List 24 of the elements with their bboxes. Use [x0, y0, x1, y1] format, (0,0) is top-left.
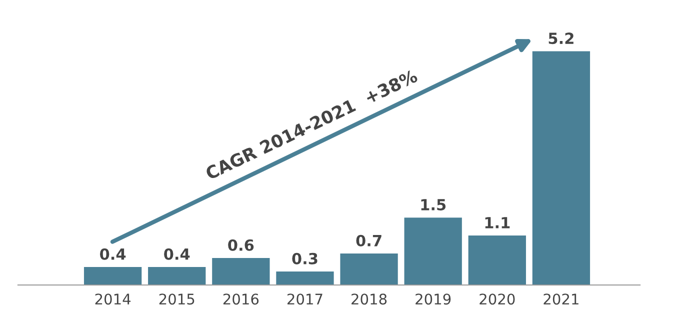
- x-tick-label: 2021: [544, 294, 578, 305]
- data-label: 0.4: [164, 248, 190, 260]
- data-label: 0.3: [292, 252, 318, 264]
- bar: [276, 272, 334, 285]
- x-tick-label: 2014: [95, 294, 131, 305]
- x-tick-label: 2019: [416, 294, 451, 305]
- bar: [404, 218, 462, 285]
- bar: [212, 258, 270, 285]
- x-tick-label: 2015: [159, 294, 194, 305]
- data-label: 1.5: [421, 199, 446, 210]
- data-label: 1.1: [485, 217, 510, 228]
- data-label: 0.6: [228, 239, 254, 251]
- bar: [468, 236, 526, 285]
- x-tick-label: 2016: [223, 294, 259, 305]
- data-label: 0.7: [356, 234, 382, 246]
- x-tick-label: 2018: [352, 294, 387, 305]
- data-label: 0.4: [100, 248, 126, 260]
- bar: [148, 267, 206, 285]
- data-label: 5.2: [548, 32, 574, 44]
- x-tick-label: 2020: [480, 294, 515, 305]
- bar: [84, 267, 142, 285]
- bar: [532, 51, 590, 285]
- x-tick-label: 2017: [287, 294, 322, 305]
- bar: [340, 254, 398, 285]
